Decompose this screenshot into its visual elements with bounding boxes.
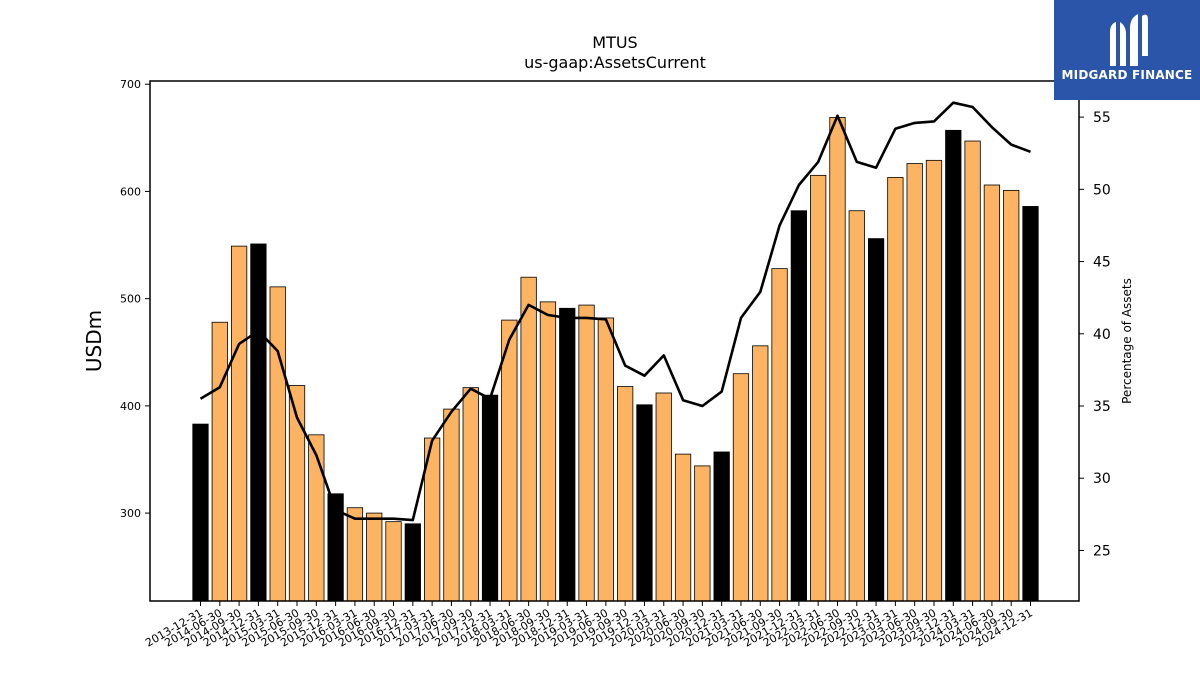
midgard-logo-icon	[1110, 14, 1148, 66]
bar-2016-03-31	[346, 507, 364, 602]
bar-2022-12-31	[867, 238, 885, 602]
bar-2024-06-30	[983, 184, 1001, 602]
y2-axis: 25 30 35 40 45 50 55	[1079, 110, 1111, 559]
y2-tick-label: 40	[1093, 327, 1111, 343]
bar-2022-03-31	[810, 174, 827, 602]
bar-2018-09-30	[539, 301, 557, 602]
y2-tick-label: 55	[1093, 110, 1111, 126]
bar-2018-03-31	[501, 319, 518, 602]
y2-tick-label: 45	[1093, 255, 1111, 271]
bar-2016-12-31	[404, 523, 421, 602]
y2-tick-label: 30	[1093, 471, 1111, 487]
y-tick-label: 400	[120, 400, 141, 413]
bar-2019-09-30	[617, 386, 634, 602]
bar-2024-12-31	[1022, 206, 1039, 602]
y-tick-label: 300	[120, 507, 141, 520]
midgard-finance-logo: MIDGARD FINANCE	[1054, 0, 1200, 100]
bar-2016-09-30	[385, 521, 402, 602]
y-axis: 300 400 500 600 700	[120, 78, 150, 520]
bar-2024-03-31	[964, 140, 981, 602]
chart-subtitle: us-gaap:AssetsCurrent	[524, 53, 706, 72]
bar-2021-12-31	[790, 210, 807, 602]
bar-2022-09-30	[848, 210, 865, 602]
bar-2015-09-30	[308, 434, 325, 602]
bar-2019-06-30	[597, 317, 614, 602]
y-tick-label: 500	[120, 293, 141, 306]
bar-2021-03-31	[732, 373, 750, 602]
bar-2020-09-30	[694, 465, 711, 602]
bars-layer	[192, 117, 1039, 602]
bar-2023-06-30	[906, 163, 923, 602]
bar-2023-03-31	[887, 177, 904, 602]
y-tick-label: 600	[120, 185, 141, 198]
y-axis-label: USDm	[82, 310, 106, 372]
bar-2017-06-30	[443, 408, 460, 602]
bar-2015-03-31	[269, 286, 286, 602]
plot-frame	[149, 80, 1080, 602]
bar-2019-03-31	[578, 304, 595, 602]
bar-2018-12-31	[559, 307, 576, 602]
bar-2019-12-31	[636, 404, 653, 602]
logo-text: MIDGARD FINANCE	[1061, 68, 1193, 82]
y2-tick-label: 50	[1093, 182, 1111, 198]
x-axis: 2013-12-312014-06-302014-09-302014-12-31…	[143, 601, 1035, 650]
bar-2017-12-31	[481, 394, 499, 602]
y2-tick-label: 35	[1093, 399, 1111, 415]
bar-2020-06-30	[674, 453, 692, 602]
bar-2023-09-30	[925, 159, 943, 602]
bar-2013-12-31	[192, 423, 209, 602]
bar-2018-06-30	[520, 276, 537, 602]
bar-2021-09-30	[771, 268, 788, 602]
bar-2016-06-30	[366, 512, 383, 602]
line-layer	[199, 101, 1031, 522]
y-tick-label: 700	[120, 78, 141, 91]
y2-axis-label: Percentage of Assets	[1120, 278, 1134, 404]
bar-2014-09-30	[230, 245, 248, 602]
bar-2020-12-31	[713, 451, 730, 602]
bar-2023-12-31	[945, 129, 962, 602]
chart-title: MTUS	[592, 33, 637, 52]
y2-tick-label: 25	[1093, 543, 1111, 559]
bar-2020-03-31	[655, 392, 672, 602]
bar-2014-06-30	[211, 321, 228, 602]
bar-2022-06-30	[829, 117, 846, 602]
bar-2021-06-30	[752, 345, 769, 602]
percentage-line	[199, 101, 1031, 522]
bar-2024-09-30	[1003, 189, 1020, 602]
bar-2014-12-31	[250, 243, 267, 602]
bar-2017-09-30	[462, 387, 479, 602]
